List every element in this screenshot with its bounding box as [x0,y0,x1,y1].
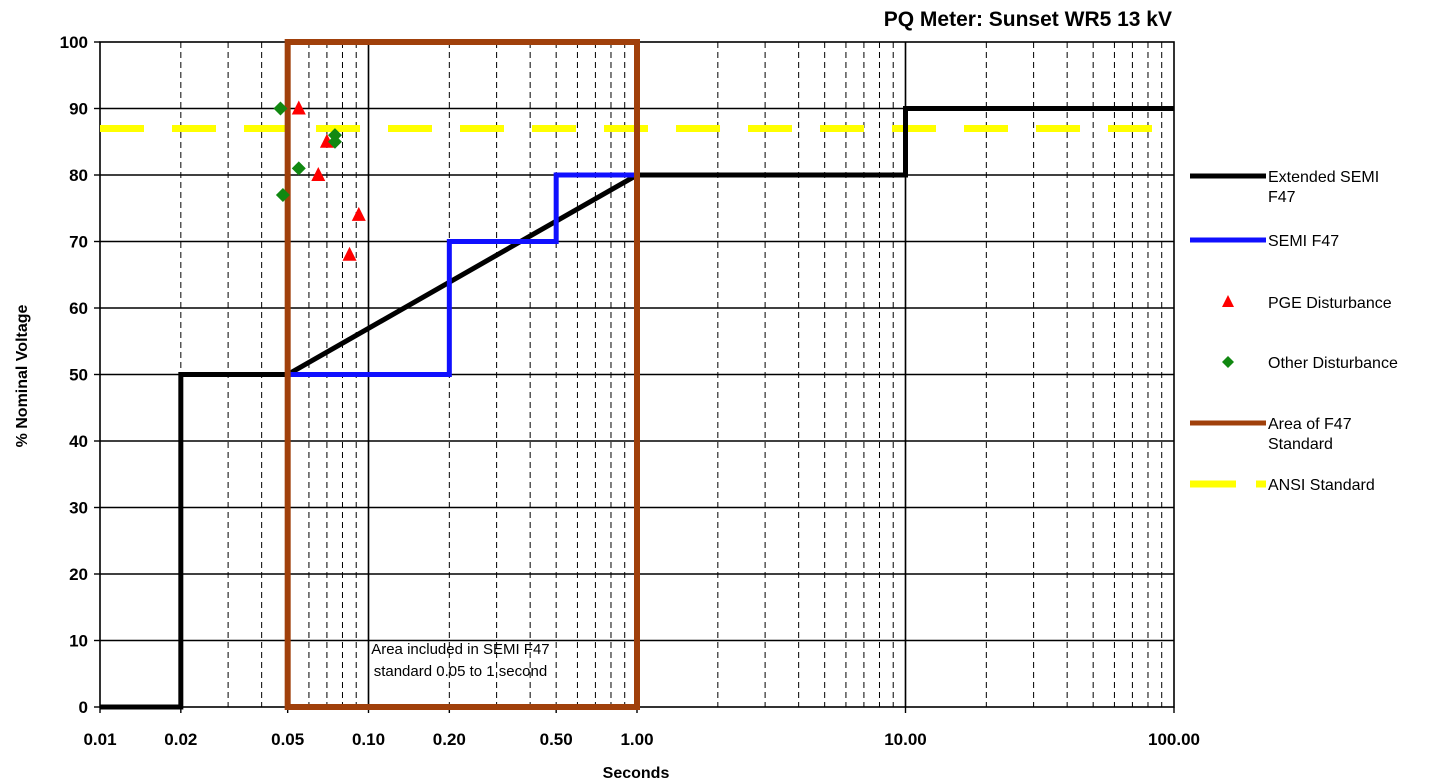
other-disturbance-point [273,101,288,116]
x-tick-label: 0.01 [83,730,116,749]
y-tick-labels: 0 10 20 30 40 50 60 70 80 90 100 [60,33,88,717]
legend-item: Other Disturbance [1222,355,1398,372]
pge-disturbance-point [311,167,326,181]
x-tick-label: 1.00 [620,730,653,749]
y-tick-label: 10 [69,632,88,651]
series-layer [100,39,1174,710]
x-tick-label: 100.00 [1148,730,1200,749]
y-tick-label: 30 [69,499,88,518]
x-tick-label: 0.10 [352,730,385,749]
extended-semi-f47-line [100,106,1174,710]
f47-area-rectangle [284,39,640,710]
x-tick-label: 0.02 [164,730,197,749]
y-tick-label: 40 [69,432,88,451]
legend-swatch [1222,295,1234,307]
y-tick-label: 50 [69,366,88,385]
legend-label: SEMI F47 [1268,233,1339,250]
other-disturbance-point [327,134,342,149]
legend-label: Area of F47 Standard [1268,416,1352,453]
legend-label: Extended SEMI F47 [1268,169,1379,206]
x-tick-labels: 0.01 0.02 0.05 0.10 0.20 0.50 1.00 10.00 100.00 [83,730,1200,749]
legend: Extended SEMI F47 SEMI F47 PGE Disturbance O… [1190,169,1398,494]
legend-item: Extended SEMI F47 [1190,169,1379,206]
pge-disturbance-point [319,133,334,148]
y-tick-label: 80 [69,166,88,185]
legend-label: PGE Disturbance [1268,295,1392,312]
markers-layer [273,100,366,261]
y-tick-label: 100 [60,33,88,52]
x-tick-label: 0.20 [433,730,466,749]
legend-label: ANSI Standard [1268,477,1375,494]
pge-disturbance-point [342,246,357,261]
legend-label-line: Standard [1268,436,1333,453]
annotations: Area included in SEMI F47 standard 0.05 t… [371,641,549,680]
legend-item: Area of F47 Standard [1190,416,1352,453]
y-tick-label: 70 [69,233,88,252]
y-axis-label: % Nominal Voltage [14,304,31,447]
legend-label-line: Area of F47 [1268,416,1352,433]
pge-disturbance-point [351,206,366,221]
semi-f47-line [287,172,637,377]
y-tick-label: 0 [79,698,88,717]
y-tick-label: 20 [69,565,88,584]
legend-swatch [1222,356,1234,368]
x-axis-label: Seconds [603,765,670,782]
annotation-line: Area included in SEMI F47 [371,641,549,658]
x-tick-label: 0.05 [271,730,304,749]
annotation-text: Area included in SEMI F47 standard 0.05 t… [371,641,549,680]
pge-disturbance-point [291,100,306,115]
y-tick-label: 90 [69,100,88,119]
legend-label-line: F47 [1268,189,1296,206]
legend-item: ANSI Standard [1190,477,1375,494]
legend-label: Other Disturbance [1268,355,1398,372]
legend-item: SEMI F47 [1190,233,1339,250]
legend-item: PGE Disturbance [1222,295,1392,312]
other-disturbance-point [275,187,290,202]
chart-title: PQ Meter: Sunset WR5 13 kV [884,8,1172,31]
x-tick-label: 0.50 [540,730,573,749]
x-tick-label: 10.00 [884,730,927,749]
y-tick-label: 60 [69,299,88,318]
annotation-line: standard 0.05 to 1 second [374,663,547,680]
legend-label-line: Extended SEMI [1268,169,1379,186]
other-disturbance-point [291,161,306,176]
